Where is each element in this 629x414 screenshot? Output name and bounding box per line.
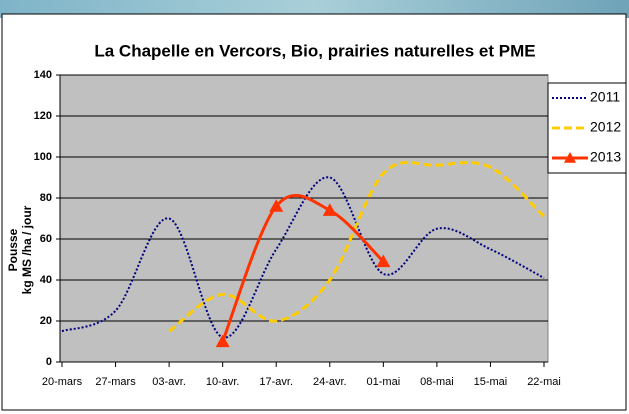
x-tick-label: 01-mai [367, 376, 401, 388]
y-tick-label: 40 [40, 274, 52, 286]
y-tick-label: 140 [34, 69, 52, 81]
x-tick-label: 03-avr. [152, 376, 186, 388]
chart-title: La Chapelle en Vercors, Bio, prairies na… [94, 41, 535, 60]
y-tick-label: 120 [34, 110, 52, 122]
y-tick-label: 60 [40, 233, 52, 245]
x-tick-label: 15-mai [474, 376, 508, 388]
y-axis-label: Pousse [6, 228, 20, 271]
legend-label: 2013 [590, 149, 621, 165]
y-tick-label: 20 [40, 315, 52, 327]
x-tick-label: 22-mai [527, 376, 561, 388]
legend-label: 2011 [590, 89, 620, 105]
x-tick-label: 20-mars [42, 376, 83, 388]
y-tick-label: 0 [46, 356, 52, 368]
x-tick-label: 17-avr. [259, 376, 293, 388]
y-tick-label: 100 [34, 151, 52, 163]
x-tick-label: 10-avr. [206, 376, 240, 388]
x-tick-label: 27-mars [95, 376, 136, 388]
x-tick-label: 08-mai [420, 376, 454, 388]
x-tick-label: 24-avr. [313, 376, 347, 388]
chart: La Chapelle en Vercors, Bio, prairies na… [0, 0, 629, 414]
legend-label: 2012 [590, 119, 621, 135]
plot-area [60, 75, 548, 362]
y-axis-label: kg MS /ha / jour [20, 205, 34, 294]
y-tick-label: 80 [40, 192, 52, 204]
